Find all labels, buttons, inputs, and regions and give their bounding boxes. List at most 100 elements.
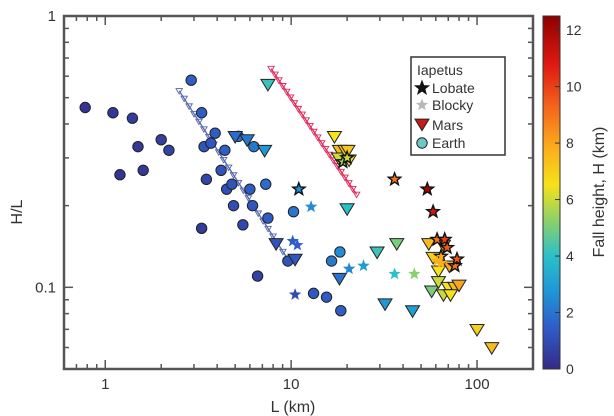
fit-line-marker — [269, 233, 278, 241]
fit-line-marker — [282, 88, 291, 96]
fit-line-marker — [190, 111, 199, 118]
earth-point — [307, 287, 320, 300]
earth-point — [287, 205, 300, 218]
mars-point — [268, 238, 284, 252]
legend-marker — [416, 137, 428, 149]
fit-line-marker — [224, 164, 233, 172]
legend-entry-mars: Mars — [414, 117, 463, 133]
blocky-point — [288, 288, 302, 300]
fit-line-marker — [344, 180, 353, 188]
axes: L (km) H/L 1 10 100 0.1 1 — [9, 8, 535, 416]
legend-label-earth: Earth — [432, 135, 465, 151]
y-tick-label: 1 — [48, 8, 56, 25]
earth-point — [334, 246, 346, 258]
earth-point — [200, 173, 213, 186]
blocky-point — [342, 262, 356, 275]
colorbar-gradient — [542, 15, 561, 370]
mars-point — [326, 130, 343, 145]
blocky-point — [408, 267, 421, 280]
fit-line-marker — [309, 128, 318, 136]
fit-line-marker — [219, 156, 228, 164]
earth-point — [155, 134, 167, 146]
fit-line-marker — [204, 134, 213, 141]
earth-point — [132, 140, 144, 153]
lobate-point — [436, 230, 453, 247]
earth-point — [195, 222, 208, 235]
earth-point — [195, 107, 208, 119]
blocky-point — [388, 267, 401, 280]
legend-title: Iapetus — [417, 62, 463, 78]
fit-line-marker — [180, 95, 189, 103]
earth-point — [248, 140, 260, 153]
earth-point — [325, 255, 338, 267]
colorbar: 0 2 4 6 8 10 12 Fall height, H (km) — [542, 15, 608, 377]
fit-line-marker — [244, 195, 253, 203]
mars-point — [256, 144, 273, 158]
earth-point — [260, 178, 272, 190]
mars-point — [287, 253, 303, 267]
earth-point — [262, 212, 274, 224]
fit-line-marker — [264, 225, 273, 233]
lobate-point — [424, 203, 442, 219]
legend: Iapetus Lobate Blocky Mars Earth — [410, 56, 506, 156]
circle-icon — [416, 137, 428, 149]
fit-line-marker — [337, 168, 346, 176]
mars-point — [430, 265, 447, 279]
earth-point — [163, 144, 175, 156]
legend-label-blocky: Blocky — [432, 97, 473, 113]
earth-point — [244, 183, 256, 195]
y-axis-label: H/L — [9, 199, 26, 224]
colorbar-tick-label: 12 — [566, 22, 582, 38]
fit-line-marker — [313, 134, 322, 142]
fit-line-marker — [185, 103, 194, 111]
mars-point — [451, 279, 467, 293]
earth-point — [237, 219, 249, 231]
legend-entry-blocky: Blocky — [415, 97, 473, 113]
fit-line-marker — [317, 140, 326, 148]
lobate-point — [290, 180, 307, 197]
fit-line-marker — [305, 123, 314, 130]
fit-line-marker — [278, 248, 287, 256]
lobate-point — [386, 170, 403, 187]
earth-point — [126, 112, 139, 124]
colorbar-tick-label: 0 — [566, 361, 574, 377]
mars-point — [339, 203, 355, 217]
fit-line-marker — [270, 71, 279, 79]
legend-marker — [413, 79, 431, 95]
triangle-down-icon — [414, 118, 430, 132]
earth-point — [185, 74, 197, 86]
fit-line-marker — [352, 191, 361, 199]
earth-point — [79, 101, 91, 114]
mars-point — [369, 246, 385, 260]
fit-line-marker — [348, 186, 357, 193]
earth-point — [114, 169, 126, 181]
colorbar-tick-label: 2 — [566, 305, 574, 321]
mars-point — [442, 289, 459, 303]
colorbar-label: Fall height, H (km) — [591, 127, 608, 258]
fit-line-marker — [175, 88, 184, 95]
fit-line-marker — [294, 105, 303, 113]
plot-frame — [62, 14, 535, 371]
fit-line-marker — [278, 83, 287, 90]
lobate-point — [438, 239, 456, 255]
blocky-point — [434, 256, 448, 269]
mars-point — [423, 285, 440, 299]
colorbar-ticks: 0 2 4 6 8 10 12 — [555, 22, 582, 377]
legend-marker — [415, 98, 429, 111]
legend-entry-lobate: Lobate — [413, 79, 475, 96]
colorbar-tick-label: 6 — [566, 192, 574, 208]
lobate-point — [419, 180, 436, 197]
fit-line-marker — [298, 111, 307, 119]
x-axis-label: L (km) — [271, 399, 316, 416]
fit-line-marker — [194, 118, 203, 126]
lobate-point — [448, 250, 466, 267]
x-tick-label: 100 — [465, 376, 490, 393]
fit-line-marker — [274, 77, 283, 85]
mars-point — [420, 238, 437, 252]
fit-line-marker — [286, 94, 295, 102]
plot-area — [79, 65, 500, 356]
legend-box — [410, 56, 506, 156]
earth-point — [215, 164, 227, 176]
earth-point — [226, 178, 238, 190]
